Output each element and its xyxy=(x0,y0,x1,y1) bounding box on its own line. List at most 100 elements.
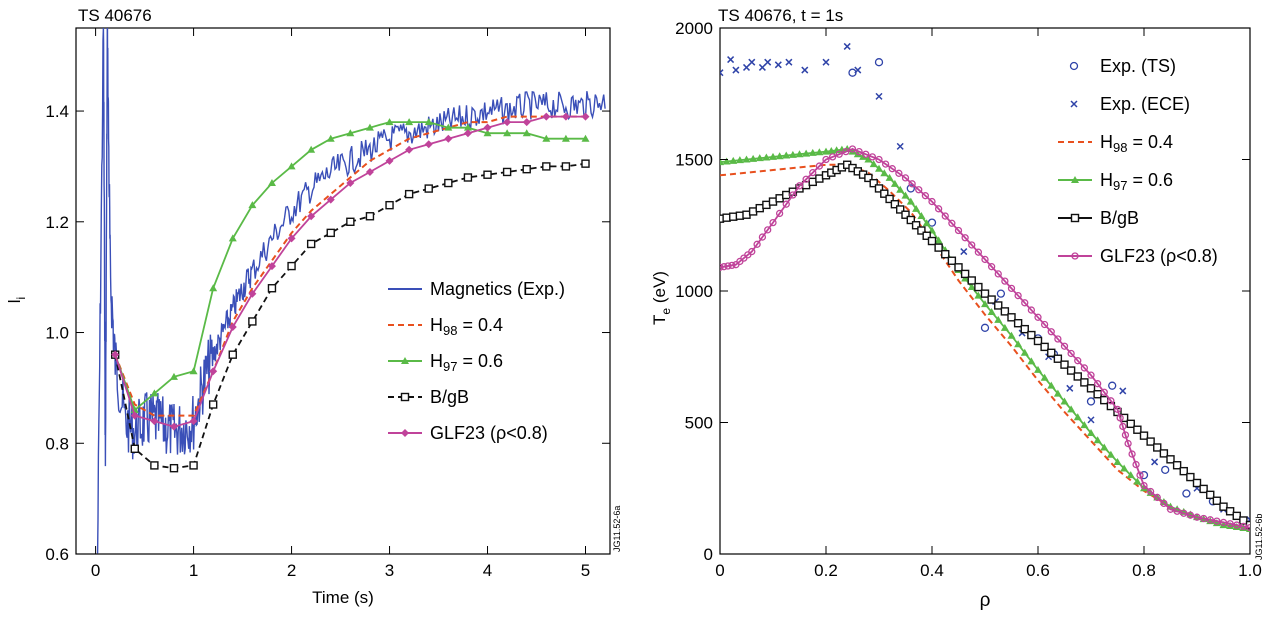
right-data-point xyxy=(1014,340,1023,348)
left-data-point xyxy=(424,140,433,149)
right-data-point xyxy=(1246,524,1250,532)
left-data-point xyxy=(542,112,551,121)
right-x-tick-label: 1.0 xyxy=(1238,561,1262,580)
left-series-line xyxy=(114,115,586,417)
left-legend-item: GLF23 (ρ<0.8) xyxy=(388,423,548,443)
right-data-point xyxy=(822,155,830,164)
right-data-point xyxy=(941,212,949,220)
right-data-point xyxy=(980,289,990,298)
right-data-point xyxy=(1213,517,1221,525)
left-series-layer xyxy=(96,28,606,554)
right-data-point xyxy=(1047,348,1056,358)
left-legend-marker xyxy=(401,429,409,437)
right-data-point xyxy=(1192,478,1202,488)
right-data-point xyxy=(1119,422,1127,431)
right-data-point xyxy=(1054,335,1062,343)
right-data-point xyxy=(835,150,843,158)
right-data-point xyxy=(890,200,900,209)
right-data-point xyxy=(1172,461,1182,470)
right-data-point xyxy=(1014,291,1022,300)
right-legend: Exp. (TS) Exp. (ECE) H98 = 0.4 H97 = 0.6 B/g… xyxy=(1058,56,1218,266)
right-data-point xyxy=(1232,511,1241,521)
right-data-point xyxy=(815,148,824,156)
right-data-point xyxy=(769,218,777,227)
right-data-point xyxy=(1080,421,1089,429)
right-data-point xyxy=(1219,518,1228,527)
right-data-point xyxy=(1067,349,1075,358)
left-data-point xyxy=(424,118,433,126)
right-series-line xyxy=(720,148,1250,529)
right-data-point xyxy=(758,233,767,241)
right-legend-item: H97 = 0.6 xyxy=(1058,170,1173,193)
right-data-point xyxy=(1040,342,1049,352)
right-data-point xyxy=(720,263,724,271)
right-data-point xyxy=(1086,397,1096,406)
right-data-point xyxy=(1179,466,1188,476)
left-data-point xyxy=(267,284,277,293)
right-data-point xyxy=(1000,307,1010,316)
right-legend-label: GLF23 (ρ<0.8) xyxy=(1100,246,1218,266)
right-data-point xyxy=(1007,313,1016,322)
left-data-point xyxy=(346,129,355,137)
left-data-point xyxy=(169,422,178,431)
right-data-point xyxy=(1053,389,1062,397)
right-data-point xyxy=(1206,516,1214,524)
right-data-point xyxy=(782,200,790,208)
right-data-point xyxy=(1219,521,1228,529)
right-series-line xyxy=(720,163,1250,529)
right-data-point xyxy=(901,210,910,219)
right-data-point xyxy=(720,69,724,77)
right-data-point xyxy=(967,283,976,291)
left-data-point xyxy=(581,134,590,142)
right-data-point xyxy=(1206,490,1215,500)
right-data-point xyxy=(881,160,890,168)
right-data-point xyxy=(742,63,751,71)
right-legend-marker xyxy=(1071,176,1079,183)
right-data-point xyxy=(885,173,894,181)
left-data-point xyxy=(326,195,335,204)
right-data-point xyxy=(1000,323,1009,331)
right-data-point xyxy=(974,248,983,256)
left-legend-item: H97 = 0.6 xyxy=(388,351,503,374)
right-legend-item: H98 = 0.4 xyxy=(1058,132,1173,155)
right-data-point xyxy=(912,204,921,212)
right-data-point xyxy=(722,157,731,165)
left-data-point xyxy=(287,234,296,243)
right-y-axis-label: Te (eV) xyxy=(650,271,673,325)
right-data-point xyxy=(981,255,989,264)
left-y-tick-label: 1.4 xyxy=(45,102,69,121)
right-data-point xyxy=(974,291,983,299)
right-y-axis-label-sub: e xyxy=(659,308,673,315)
right-data-point xyxy=(1121,431,1130,439)
right-data-point xyxy=(921,192,930,200)
right-data-point xyxy=(802,149,811,157)
left-y-tick-label: 0.6 xyxy=(45,545,69,564)
left-data-point xyxy=(542,134,551,142)
right-data-point xyxy=(1108,381,1117,390)
left-data-point xyxy=(522,118,531,127)
right-data-point xyxy=(1080,364,1089,372)
left-data-point xyxy=(287,261,296,271)
right-y-ticks: 0 500 1000 1500 2000 xyxy=(675,19,1250,564)
right-y-tick-label: 1500 xyxy=(675,151,713,170)
right-data-point xyxy=(1060,360,1069,369)
left-data-point xyxy=(307,212,316,221)
right-data-point xyxy=(987,308,996,316)
left-data-point xyxy=(503,118,512,127)
left-plot-frame xyxy=(75,27,611,555)
right-data-point xyxy=(753,240,761,248)
right-data-point xyxy=(795,182,804,190)
left-legend-label: B/gB xyxy=(430,387,469,407)
right-data-point xyxy=(868,153,877,161)
left-data-point xyxy=(189,461,198,470)
right-data-point xyxy=(901,191,910,199)
left-data-point xyxy=(405,118,414,126)
right-data-point xyxy=(769,152,777,160)
left-legend-item: B/gB xyxy=(388,387,469,407)
right-data-point xyxy=(1219,502,1228,511)
left-data-point xyxy=(267,262,276,271)
left-data-point xyxy=(444,123,453,131)
chart-left: TS 40676 0 1 2 3 4 5 0.6 0.8 1.0 1.2 1.4 Time (s)… xyxy=(5,6,622,607)
right-data-point xyxy=(994,315,1003,323)
right-legend-item: B/gB xyxy=(1058,208,1139,228)
